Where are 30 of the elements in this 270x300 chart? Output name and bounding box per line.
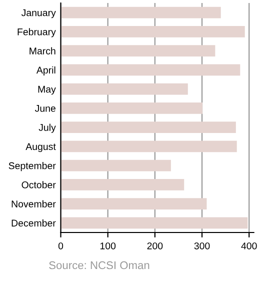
y-tick-label: January (21, 9, 56, 18)
y-tick-label: March (30, 47, 56, 54)
bar (60, 122, 236, 134)
bar (60, 83, 188, 95)
x-tick-label: 100 (100, 242, 116, 250)
bar (60, 140, 237, 152)
bar (60, 6, 221, 18)
y-tick-label: April (36, 66, 56, 76)
y-tick-label: December (12, 219, 56, 227)
bar (60, 102, 202, 114)
y-tick-label: February (18, 28, 56, 38)
bar (60, 198, 207, 210)
y-tick-label: June (34, 105, 56, 112)
y-tick-label: October (22, 181, 56, 188)
bar (60, 64, 240, 76)
bar (60, 160, 171, 172)
bar (60, 26, 245, 38)
bar (60, 217, 248, 229)
x-tick-label: 400 (241, 242, 257, 250)
y-tick-label: August (26, 143, 56, 152)
bar (60, 178, 184, 190)
source-note: Source: NCSI Oman (49, 261, 150, 270)
x-tick-label: 200 (147, 242, 163, 250)
x-tick-label: 0 (58, 242, 64, 250)
y-tick-label: May (38, 86, 56, 95)
bar (60, 45, 216, 57)
y-tick-label: September (8, 162, 56, 172)
x-tick-label: 300 (194, 242, 210, 250)
y-tick-label: November (12, 200, 56, 208)
y-tick-label: July (38, 124, 56, 133)
